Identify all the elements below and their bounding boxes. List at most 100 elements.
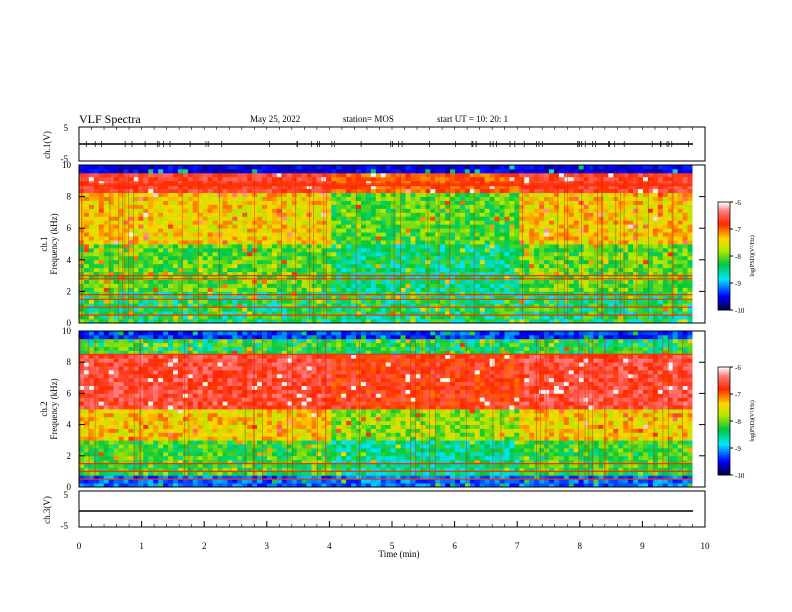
spectrogram-cell: [331, 295, 337, 300]
spectrogram-cell: [405, 283, 411, 288]
spectrogram-cell: [568, 319, 575, 324]
spectrogram-cell: [168, 259, 174, 265]
spectrogram-cell: [568, 275, 575, 280]
spectrogram-cell: [93, 303, 100, 308]
spectrogram-cell: [222, 247, 228, 253]
spectrogram-cell: [207, 200, 213, 205]
spectrogram-cell: [375, 283, 382, 288]
spectrogram-cell: [153, 303, 159, 308]
spectrogram-cell: [192, 295, 199, 300]
spectrogram-cell: [628, 180, 634, 186]
spectrogram-cell: [450, 176, 456, 182]
spectrogram-cell: [351, 220, 357, 225]
spectrogram-cell: [331, 307, 337, 312]
spectrogram-cell: [672, 299, 679, 304]
spectrogram-cell: [662, 319, 669, 324]
spectrogram-cell: [192, 287, 199, 292]
start-time-label: start UT = 10: 20: 1: [437, 114, 508, 124]
spectrogram-cell: [351, 267, 357, 273]
spectrogram-cell: [608, 196, 614, 201]
spectrogram-cell: [177, 267, 184, 273]
spectrogram-cell: [380, 228, 387, 233]
spectrogram-cell: [499, 200, 505, 205]
spectrogram-cell: [623, 236, 629, 241]
spectrogram-cell: [633, 192, 639, 197]
spectrogram-cell: [583, 267, 589, 273]
spectrogram-cell: [93, 212, 100, 217]
spectrogram-cell: [351, 216, 357, 221]
spectrogram-cell: [593, 311, 599, 316]
spectrogram-cell: [474, 319, 481, 324]
spectrogram-cell: [524, 168, 530, 174]
spectrogram-cell: [187, 236, 194, 241]
spectrogram-cell: [504, 271, 510, 276]
spectrogram-cell: [549, 220, 555, 225]
spectrogram-cell: [667, 200, 674, 205]
spectrogram-cell: [177, 240, 184, 245]
spectrogram-cell: [558, 255, 565, 261]
spectrogram-cell: [430, 275, 436, 280]
spectrogram-cell: [375, 291, 382, 296]
spectrogram-cell: [192, 240, 199, 245]
spectrogram-cell: [440, 319, 446, 324]
spectrogram-cell: [83, 232, 90, 237]
spectrogram-cell: [192, 196, 199, 201]
spectrogram-cell: [361, 287, 367, 292]
spectrogram-cell: [242, 165, 248, 170]
spectrogram-cell: [242, 295, 248, 300]
spectrogram-cell: [445, 168, 451, 174]
spectrogram-cell: [291, 263, 298, 269]
spectrogram-cell: [192, 212, 199, 217]
spectrogram-cell: [153, 240, 159, 245]
spectrogram-cell: [682, 236, 688, 241]
spectrogram-cell: [276, 307, 283, 312]
spectrogram-cell: [217, 247, 223, 253]
spectrogram-cell: [638, 200, 644, 205]
spectrogram-cell: [657, 216, 664, 221]
spectrogram-cell: [445, 232, 451, 237]
spectrogram-cell: [108, 232, 115, 237]
spectrogram-cell: [351, 176, 357, 182]
spectrogram-cell: [361, 188, 367, 194]
spectrogram-cell: [618, 196, 624, 201]
spectrogram-cell: [291, 247, 298, 253]
spectrogram-cell: [504, 283, 510, 288]
spectrogram-cell: [568, 232, 575, 237]
spectrogram-cell: [539, 255, 545, 261]
spectrogram-cell: [173, 220, 179, 225]
spectrogram-cell: [365, 255, 372, 261]
spectrogram-cell: [88, 240, 95, 245]
spectrogram-cell: [455, 165, 461, 170]
spectrogram-cell: [321, 319, 327, 324]
spectrogram-cell: [474, 196, 481, 201]
spectrogram-cell: [563, 299, 570, 304]
spectrogram-cell: [123, 295, 129, 300]
spectrogram-cell: [657, 212, 664, 217]
spectrogram-cell: [276, 244, 283, 249]
spectrogram-cell: [553, 228, 560, 233]
spectrogram-cell: [168, 319, 174, 324]
spectrogram-cell: [410, 188, 416, 194]
spectrogram-cell: [202, 275, 209, 280]
spectrogram-cell: [247, 236, 253, 241]
spectrogram-cell: [415, 184, 421, 190]
spectrogram-cell: [341, 291, 347, 296]
spectrogram-cell: [346, 255, 352, 261]
spectrogram-cell: [558, 212, 565, 217]
spectrogram-cell: [138, 192, 144, 197]
spectrogram-cell: [222, 196, 228, 201]
spectrogram-cell: [351, 200, 357, 205]
spectrogram-cell: [445, 208, 451, 213]
spectrogram-cell: [638, 212, 644, 217]
spectrogram-cell: [182, 168, 189, 174]
spectrogram-cell: [351, 188, 357, 194]
spectrogram-cell: [529, 271, 535, 276]
spectrogram-cell: [128, 232, 134, 237]
spectrogram-cell: [643, 196, 649, 201]
spectrogram-cell: [336, 311, 342, 316]
spectrogram-cell: [539, 236, 545, 241]
spectrogram-cell: [113, 212, 119, 217]
spectrogram-cell: [173, 299, 179, 304]
spectrogram-cell: [341, 247, 347, 253]
spectrogram-cell: [173, 267, 179, 273]
